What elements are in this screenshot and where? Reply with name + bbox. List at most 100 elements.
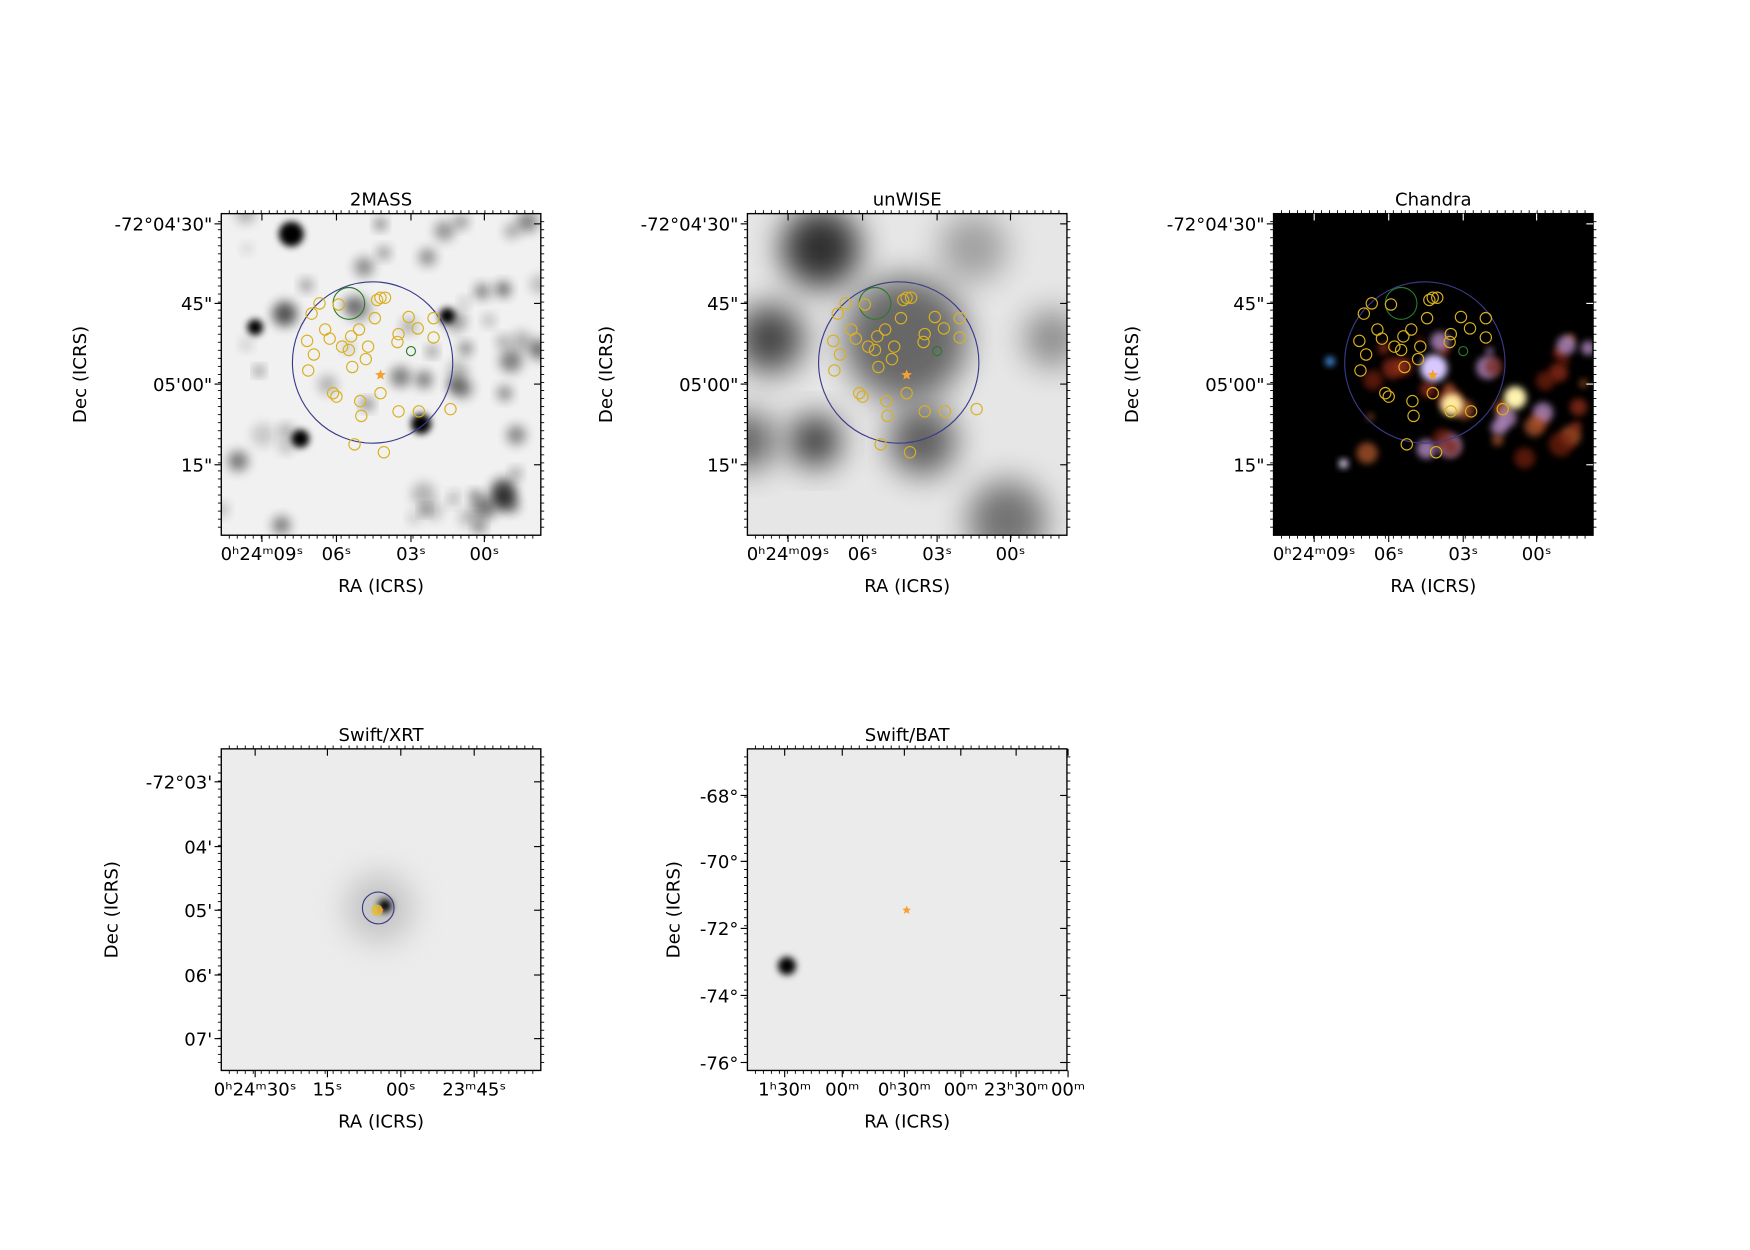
counterpart [1365,297,1378,310]
blob [439,307,455,324]
panel-title: Swift/XRT [339,725,425,746]
x-tick-label: 03ˢ [922,544,952,565]
blob [506,425,526,445]
blob [318,375,337,395]
counterpart [411,322,424,335]
blob [1490,419,1508,436]
counterpart [938,405,952,418]
blob [241,243,253,254]
counterpart [1405,323,1418,336]
x-axis-label: RA (ICRS) [864,1111,950,1132]
counterpart [307,348,321,361]
counterpart [371,904,383,916]
blob [1559,354,1570,366]
counterpart [313,297,326,310]
blob [390,366,412,388]
blob [967,480,1047,536]
panel: 0ʰ24ᵐ09ˢ 06ˢ 03ˢ 00ˢ -72°04'30" 45" 05'00" 15" u… [596,190,1071,597]
blob [272,516,291,535]
blob [1440,393,1464,416]
blob [279,424,293,438]
y-tick-label: 15" [707,456,738,477]
blob [1325,356,1335,366]
counterpart [900,386,913,400]
counterpart [970,402,983,416]
counterpart [1398,360,1411,374]
x-tick-label: 0ʰ24ᵐ09ˢ [221,544,304,565]
image [221,213,541,536]
blob [1503,386,1527,410]
counterpart [326,386,340,400]
blob [227,450,249,472]
counterpart [874,438,887,451]
blob [343,297,359,313]
x-tick-label: 00ˢ [386,1079,416,1100]
counterpart [1388,340,1401,353]
blob [1485,347,1494,355]
blob [291,429,310,448]
blob [411,482,436,506]
counterpart [856,390,869,403]
blob [939,213,1008,282]
counterpart [1411,352,1425,366]
counterpart [377,446,391,459]
y-tick-label: -72° [700,919,739,940]
blob [251,423,275,447]
counterpart [1379,386,1392,400]
blob [781,213,861,288]
counterpart [332,298,345,311]
counterpart [305,307,318,320]
blob [491,478,516,504]
counterpart [391,335,404,349]
y-axis-label: Dec (ICRS) [70,326,91,423]
image [1273,213,1594,536]
blob [1571,421,1582,432]
blob [410,413,432,435]
y-tick-label: 45" [1233,294,1264,315]
counterpart [953,331,966,344]
error-circle [291,281,454,444]
x-tick-label: 00ᵐ [825,1079,859,1100]
counterpart [368,311,382,325]
image [221,748,541,1071]
y-tick-label: 07' [184,1029,212,1050]
x-axis-label: RA (ICRS) [864,576,950,597]
counterpart [894,311,908,325]
blob [777,956,796,975]
blob [408,511,421,524]
blob [221,502,229,517]
x-axis-label: RA (ICRS) [338,576,424,597]
y-axis-label: Dec (ICRS) [596,326,617,423]
x-tick-label: 03ˢ [396,544,426,565]
counterpart [300,334,314,348]
blob [459,342,473,356]
blob [888,406,957,475]
counterpart [1429,446,1443,459]
panel-title: 2MASS [350,190,412,211]
counterpart [342,343,356,357]
x-tick-label: 23ʰ30ᵐ [984,1079,1048,1100]
counterpart [903,446,917,459]
counterpart [845,323,858,336]
counterpart [353,394,367,408]
counterpart [1420,311,1434,325]
blob [459,297,470,307]
blob [240,338,252,351]
counterpart [1394,343,1408,357]
counterpart [872,360,885,374]
counterpart [868,343,882,357]
blob [1484,358,1503,376]
counterpart [1406,394,1419,408]
counterpart [392,327,405,341]
counterpart [1463,322,1477,335]
counterpart [344,330,358,343]
y-tick-label: -70° [700,852,739,873]
counterpart [1354,364,1367,377]
counterpart [1414,340,1427,353]
blob [1514,447,1536,469]
y-tick-label: -72°04'30" [641,215,739,236]
counterpart [1454,310,1468,324]
counterpart [887,340,901,353]
y-tick-label: -76° [700,1053,739,1074]
counterpart [361,340,375,353]
